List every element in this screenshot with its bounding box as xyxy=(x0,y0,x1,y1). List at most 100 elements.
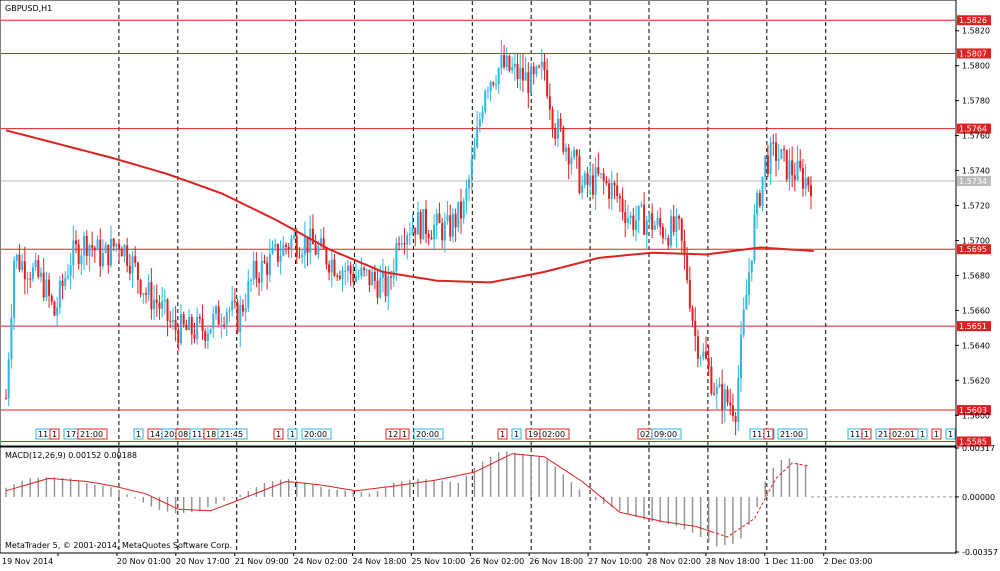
candle-bear xyxy=(322,238,325,249)
candle-bull xyxy=(600,173,602,175)
candle-bear xyxy=(198,316,201,319)
candle-bull xyxy=(756,193,759,215)
time-marker-box xyxy=(777,428,808,440)
candle-bear xyxy=(772,142,775,144)
candle-bull xyxy=(530,66,532,93)
candle-bear xyxy=(169,321,172,323)
level-price-tag xyxy=(957,405,991,416)
candle-bear xyxy=(758,193,761,206)
candle-bull xyxy=(225,311,228,325)
candle-bull xyxy=(788,160,791,180)
time-marker-box xyxy=(861,428,872,440)
candle-bear xyxy=(731,405,734,417)
candle-bear xyxy=(793,175,796,180)
candle-bear xyxy=(145,293,147,295)
candle-bear xyxy=(775,142,777,161)
candle-bull xyxy=(104,244,107,253)
candle-bull xyxy=(519,67,522,79)
candle-bull xyxy=(481,111,484,120)
candle-bear xyxy=(177,330,180,344)
time-marker-label: 1 xyxy=(948,430,953,439)
macd-panel-frame xyxy=(0,446,957,554)
candle-bear xyxy=(624,212,627,223)
candle-bull xyxy=(153,299,156,310)
candle-bull xyxy=(13,260,16,318)
candle-bull xyxy=(656,218,659,226)
candle-bull xyxy=(115,243,118,247)
candle-bull xyxy=(239,304,242,333)
candle-bull xyxy=(486,90,489,92)
time-marker-box xyxy=(77,428,108,440)
candle-bear xyxy=(384,271,387,297)
macd-signal-line xyxy=(5,453,712,533)
candle-bull xyxy=(260,260,263,283)
price-tick-label: 1.5640 xyxy=(962,341,990,350)
candle-bear xyxy=(295,235,298,257)
time-tick-label: 20 Nov 01:00 xyxy=(117,557,171,566)
price-tick-label: 1.5720 xyxy=(962,202,990,211)
candle-bear xyxy=(158,302,161,309)
candle-bear xyxy=(521,67,524,81)
time-tick-label: 1 Dec 11:00 xyxy=(765,557,814,566)
candle-bull xyxy=(594,167,597,195)
candle-bull xyxy=(513,63,516,68)
candle-bear xyxy=(5,397,7,399)
time-marker-label: 21:45 xyxy=(220,430,243,439)
candle-bull xyxy=(56,307,59,316)
macd-panel[interactable]: 0.00317 0.00000 -0.00357 MACD(12,26,9) 0.0… xyxy=(0,444,998,557)
candle-bear xyxy=(155,299,158,303)
time-marker-box xyxy=(749,428,775,440)
candle-bear xyxy=(562,127,565,152)
time-marker-label: 1 xyxy=(500,430,505,439)
candle-bear xyxy=(266,262,269,276)
candle-bear xyxy=(691,308,694,321)
candle-bull xyxy=(740,334,742,379)
candle-bull xyxy=(387,276,390,297)
candle-bull xyxy=(462,200,465,219)
time-marker-box xyxy=(945,428,956,440)
candle-bull xyxy=(470,159,473,180)
candle-bull xyxy=(64,278,67,287)
candle-bear xyxy=(77,244,80,265)
price-tick-label: 1.5800 xyxy=(962,62,990,71)
candle-bull xyxy=(66,275,69,279)
candle-bull xyxy=(495,84,497,86)
candle-bull xyxy=(565,147,567,152)
candle-bear xyxy=(632,215,635,230)
time-marker-label: 1 xyxy=(920,430,925,439)
level-price-label: 1.5826 xyxy=(959,16,987,25)
candle-bear xyxy=(516,63,519,79)
candle-bull xyxy=(748,272,751,295)
candle-bull xyxy=(282,244,285,256)
horizontal-levels[interactable]: 1.5826 1.5807 1.5764 1.5695 1.5651 1.5603 1.55… xyxy=(1,15,991,447)
time-tick-label: 26 Nov 02:00 xyxy=(470,557,524,566)
candle-bear xyxy=(376,280,379,298)
candle-bear xyxy=(217,306,220,325)
copyright-label: MetaTrader 5, © 2001-2014, MetaQuotes So… xyxy=(5,541,232,550)
candle-bull xyxy=(745,294,748,310)
candle-bull xyxy=(88,245,91,256)
time-marker-label: 11 xyxy=(38,430,48,439)
candle-bear xyxy=(686,255,689,281)
macd-grid xyxy=(118,448,827,552)
candle-bull xyxy=(163,299,166,302)
candle-bull xyxy=(72,240,75,266)
candle-bull xyxy=(433,225,436,240)
candle-bear xyxy=(298,256,301,258)
candle-bear xyxy=(707,358,710,367)
candle-bear xyxy=(99,239,102,266)
price-panel[interactable]: 1.5826 1.5807 1.5764 1.5695 1.5651 1.5603 1.55… xyxy=(0,0,991,447)
candle-bear xyxy=(710,366,713,394)
candle-bear xyxy=(311,228,314,245)
candle-bull xyxy=(80,255,83,265)
candle-bear xyxy=(93,247,96,251)
candle-bear xyxy=(204,331,207,341)
time-marker-label: 1 xyxy=(402,430,407,439)
candle-bull xyxy=(468,179,471,189)
current-price-tag xyxy=(957,176,991,187)
time-marker-box xyxy=(931,428,942,440)
candle-bull xyxy=(664,237,667,239)
candle-bull xyxy=(484,91,487,112)
candle-bear xyxy=(726,389,729,403)
